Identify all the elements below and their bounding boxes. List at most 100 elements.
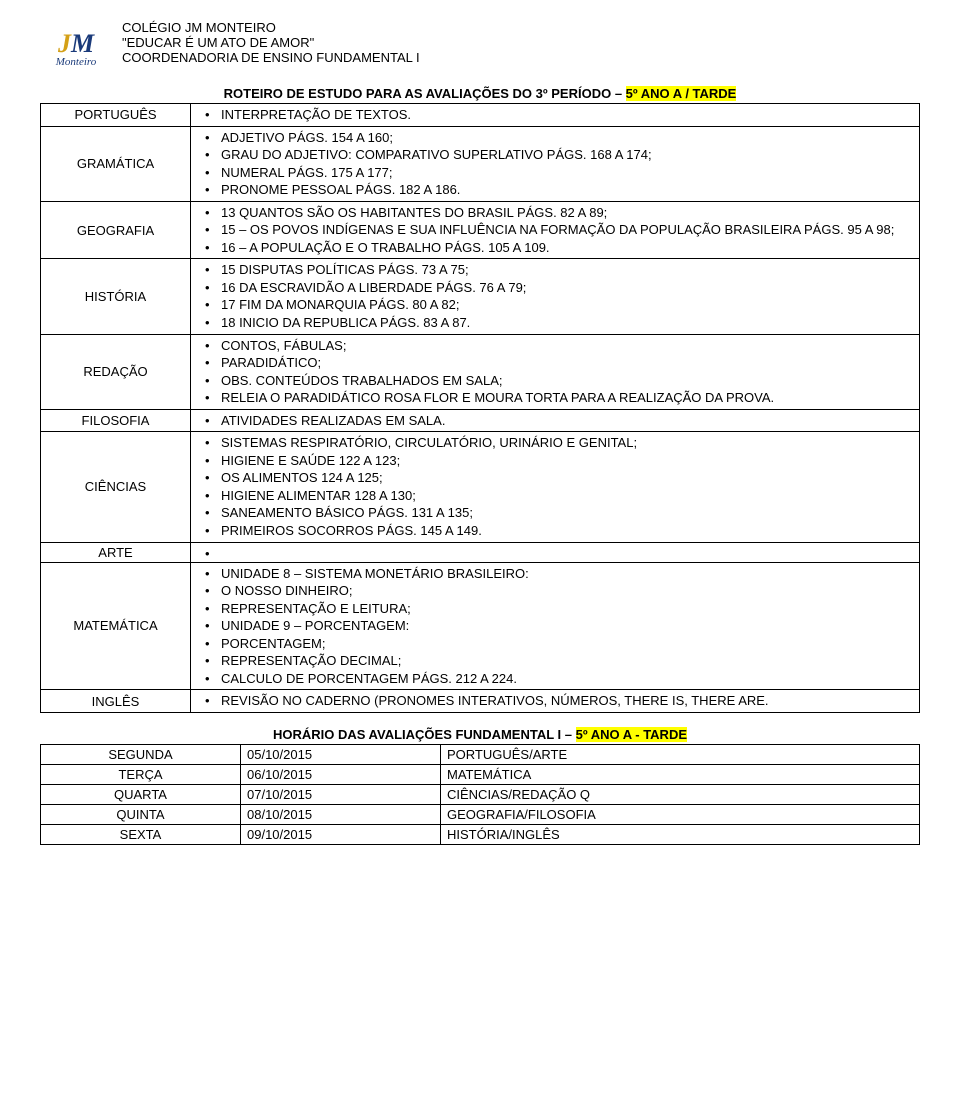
study-guide-table: PORTUGUÊS INTERPRETAÇÃO DE TEXTOS. GRAMÁTI… xyxy=(40,103,920,713)
schedule-row: SEXTA09/10/2015HISTÓRIA/INGLÊS xyxy=(41,824,920,844)
subject-row: GRAMÁTICAADJETIVO PÁGS. 154 A 160;GRAU D… xyxy=(41,126,920,201)
title-highlight: 5º ANO A / TARDE xyxy=(626,86,737,101)
subject-name-cell: MATEMÁTICA xyxy=(41,562,191,690)
content-item: 16 – A POPULAÇÃO E O TRABALHO PÁGS. 105 … xyxy=(197,239,913,257)
subject-content-cell: SISTEMAS RESPIRATÓRIO, CIRCULATÓRIO, URI… xyxy=(191,432,920,542)
content-item: UNIDADE 9 – PORCENTAGEM: xyxy=(197,617,913,635)
schedule-title-prefix: HORÁRIO DAS AVALIAÇÕES FUNDAMENTAL I – xyxy=(273,727,576,742)
content-item: INTERPRETAÇÃO DE TEXTOS. xyxy=(197,106,913,124)
subject-row: HISTÓRIA15 DISPUTAS POLÍTICAS PÁGS. 73 A… xyxy=(41,259,920,334)
schedule-date: 07/10/2015 xyxy=(241,784,441,804)
content-list: SISTEMAS RESPIRATÓRIO, CIRCULATÓRIO, URI… xyxy=(197,434,913,539)
subject-name-cell: PORTUGUÊS xyxy=(41,104,191,127)
subject-row: MATEMÁTICA UNIDADE 8 – SISTEMA MONETÁRIO … xyxy=(41,562,920,690)
subject-content-cell: CONTOS, FÁBULAS;PARADIDÁTICO;OBS. CONTEÚ… xyxy=(191,334,920,409)
schedule-day: SEXTA xyxy=(41,824,241,844)
subject-content-cell: UNIDADE 8 – SISTEMA MONETÁRIO BRASILEIRO… xyxy=(191,562,920,690)
content-item: REVISÃO NO CADERNO (PRONOMES INTERATIVOS… xyxy=(197,692,913,710)
content-item: PARADIDÁTICO; xyxy=(197,354,913,372)
schedule-row: QUARTA07/10/2015CIÊNCIAS/REDAÇÃO Q xyxy=(41,784,920,804)
subject-row: INGLÊSREVISÃO NO CADERNO (PRONOMES INTER… xyxy=(41,690,920,713)
content-list: CONTOS, FÁBULAS;PARADIDÁTICO;OBS. CONTEÚ… xyxy=(197,337,913,407)
content-item: O NOSSO DINHEIRO; xyxy=(197,582,913,600)
content-item: 15 DISPUTAS POLÍTICAS PÁGS. 73 A 75; xyxy=(197,261,913,279)
subject-row: REDAÇÃOCONTOS, FÁBULAS;PARADIDÁTICO;OBS.… xyxy=(41,334,920,409)
content-item: 15 – OS POVOS INDÍGENAS E SUA INFLUÊNCIA… xyxy=(197,221,913,239)
logo-name: Monteiro xyxy=(56,56,97,68)
schedule-subject: GEOGRAFIA/FILOSOFIA xyxy=(441,804,920,824)
document-title: ROTEIRO DE ESTUDO PARA AS AVALIAÇÕES DO … xyxy=(40,86,920,101)
subject-row: CIÊNCIAS SISTEMAS RESPIRATÓRIO, CIRCULATÓ… xyxy=(41,432,920,542)
subject-row: GEOGRAFIA 13 QUANTOS SÃO OS HABITANTES DO… xyxy=(41,201,920,259)
schedule-day: SEGUNDA xyxy=(41,744,241,764)
content-item: SISTEMAS RESPIRATÓRIO, CIRCULATÓRIO, URI… xyxy=(197,434,913,452)
schedule-title: HORÁRIO DAS AVALIAÇÕES FUNDAMENTAL I – 5… xyxy=(40,727,920,742)
schedule-date: 09/10/2015 xyxy=(241,824,441,844)
title-prefix: ROTEIRO DE ESTUDO PARA AS AVALIAÇÕES DO … xyxy=(224,86,626,101)
schedule-day: QUARTA xyxy=(41,784,241,804)
content-list: INTERPRETAÇÃO DE TEXTOS. xyxy=(197,106,913,124)
content-item: NUMERAL PÁGS. 175 A 177; xyxy=(197,164,913,182)
subject-row: FILOSOFIA ATIVIDADES REALIZADAS EM SALA. xyxy=(41,409,920,432)
content-item: HIGIENE E SAÚDE 122 A 123; xyxy=(197,452,913,470)
subject-row: PORTUGUÊS INTERPRETAÇÃO DE TEXTOS. xyxy=(41,104,920,127)
subject-name-cell: REDAÇÃO xyxy=(41,334,191,409)
content-list: UNIDADE 8 – SISTEMA MONETÁRIO BRASILEIRO… xyxy=(197,565,913,688)
schedule-day: TERÇA xyxy=(41,764,241,784)
schedule-day: QUINTA xyxy=(41,804,241,824)
schedule-date: 05/10/2015 xyxy=(241,744,441,764)
content-list: 13 QUANTOS SÃO OS HABITANTES DO BRASIL P… xyxy=(197,204,913,257)
content-item: PRIMEIROS SOCORROS PÁGS. 145 A 149. xyxy=(197,522,913,540)
content-list: ADJETIVO PÁGS. 154 A 160;GRAU DO ADJETIV… xyxy=(197,129,913,199)
schedule-table: SEGUNDA05/10/2015PORTUGUÊS/ARTETERÇA06/1… xyxy=(40,744,920,845)
content-list: REVISÃO NO CADERNO (PRONOMES INTERATIVOS… xyxy=(197,692,913,710)
schedule-title-highlight: 5º ANO A - TARDE xyxy=(576,727,687,742)
content-item: UNIDADE 8 – SISTEMA MONETÁRIO BRASILEIRO… xyxy=(197,565,913,583)
subject-name-cell: ARTE xyxy=(41,542,191,562)
schedule-date: 08/10/2015 xyxy=(241,804,441,824)
subject-name-cell: CIÊNCIAS xyxy=(41,432,191,542)
subject-name-cell: FILOSOFIA xyxy=(41,409,191,432)
content-list: ATIVIDADES REALIZADAS EM SALA. xyxy=(197,412,913,430)
content-item: REPRESENTAÇÃO DECIMAL; xyxy=(197,652,913,670)
content-item: SANEAMENTO BÁSICO PÁGS. 131 A 135; xyxy=(197,504,913,522)
content-item: 18 INICIO DA REPUBLICA PÁGS. 83 A 87. xyxy=(197,314,913,332)
content-item: OS ALIMENTOS 124 A 125; xyxy=(197,469,913,487)
school-motto: "EDUCAR É UM ATO DE AMOR" xyxy=(122,35,420,50)
content-item: REPRESENTAÇÃO E LEITURA; xyxy=(197,600,913,618)
subject-row: ARTE xyxy=(41,542,920,562)
school-logo: JM Monteiro xyxy=(40,20,112,80)
subject-name-cell: GRAMÁTICA xyxy=(41,126,191,201)
subject-content-cell: INTERPRETAÇÃO DE TEXTOS. xyxy=(191,104,920,127)
content-item: PORCENTAGEM; xyxy=(197,635,913,653)
subject-content-cell: REVISÃO NO CADERNO (PRONOMES INTERATIVOS… xyxy=(191,690,920,713)
schedule-row: SEGUNDA05/10/2015PORTUGUÊS/ARTE xyxy=(41,744,920,764)
content-item: CONTOS, FÁBULAS; xyxy=(197,337,913,355)
subject-content-cell xyxy=(191,542,920,562)
subject-name-cell: GEOGRAFIA xyxy=(41,201,191,259)
content-item: 13 QUANTOS SÃO OS HABITANTES DO BRASIL P… xyxy=(197,204,913,222)
content-item: ADJETIVO PÁGS. 154 A 160; xyxy=(197,129,913,147)
department: COORDENADORIA DE ENSINO FUNDAMENTAL I xyxy=(122,50,420,65)
content-item: CALCULO DE PORCENTAGEM PÁGS. 212 A 224. xyxy=(197,670,913,688)
subject-content-cell: 13 QUANTOS SÃO OS HABITANTES DO BRASIL P… xyxy=(191,201,920,259)
content-item: OBS. CONTEÚDOS TRABALHADOS EM SALA; xyxy=(197,372,913,390)
content-item: HIGIENE ALIMENTAR 128 A 130; xyxy=(197,487,913,505)
schedule-subject: PORTUGUÊS/ARTE xyxy=(441,744,920,764)
subject-content-cell: 15 DISPUTAS POLÍTICAS PÁGS. 73 A 75;16 D… xyxy=(191,259,920,334)
schedule-subject: MATEMÁTICA xyxy=(441,764,920,784)
content-list: 15 DISPUTAS POLÍTICAS PÁGS. 73 A 75;16 D… xyxy=(197,261,913,331)
school-name: COLÉGIO JM MONTEIRO xyxy=(122,20,420,35)
content-item: PRONOME PESSOAL PÁGS. 182 A 186. xyxy=(197,181,913,199)
header-text-block: COLÉGIO JM MONTEIRO "EDUCAR É UM ATO DE … xyxy=(122,20,420,65)
content-item: 16 DA ESCRAVIDÃO A LIBERDADE PÁGS. 76 A … xyxy=(197,279,913,297)
subject-content-cell: ATIVIDADES REALIZADAS EM SALA. xyxy=(191,409,920,432)
schedule-row: TERÇA06/10/2015MATEMÁTICA xyxy=(41,764,920,784)
schedule-row: QUINTA08/10/2015GEOGRAFIA/FILOSOFIA xyxy=(41,804,920,824)
subject-content-cell: ADJETIVO PÁGS. 154 A 160;GRAU DO ADJETIV… xyxy=(191,126,920,201)
content-item: GRAU DO ADJETIVO: COMPARATIVO SUPERLATIV… xyxy=(197,146,913,164)
content-item: RELEIA O PARADIDÁTICO ROSA FLOR E MOURA … xyxy=(197,389,913,407)
logo-initials: JM xyxy=(58,32,94,55)
subject-name-cell: HISTÓRIA xyxy=(41,259,191,334)
content-item: 17 FIM DA MONARQUIA PÁGS. 80 A 82; xyxy=(197,296,913,314)
